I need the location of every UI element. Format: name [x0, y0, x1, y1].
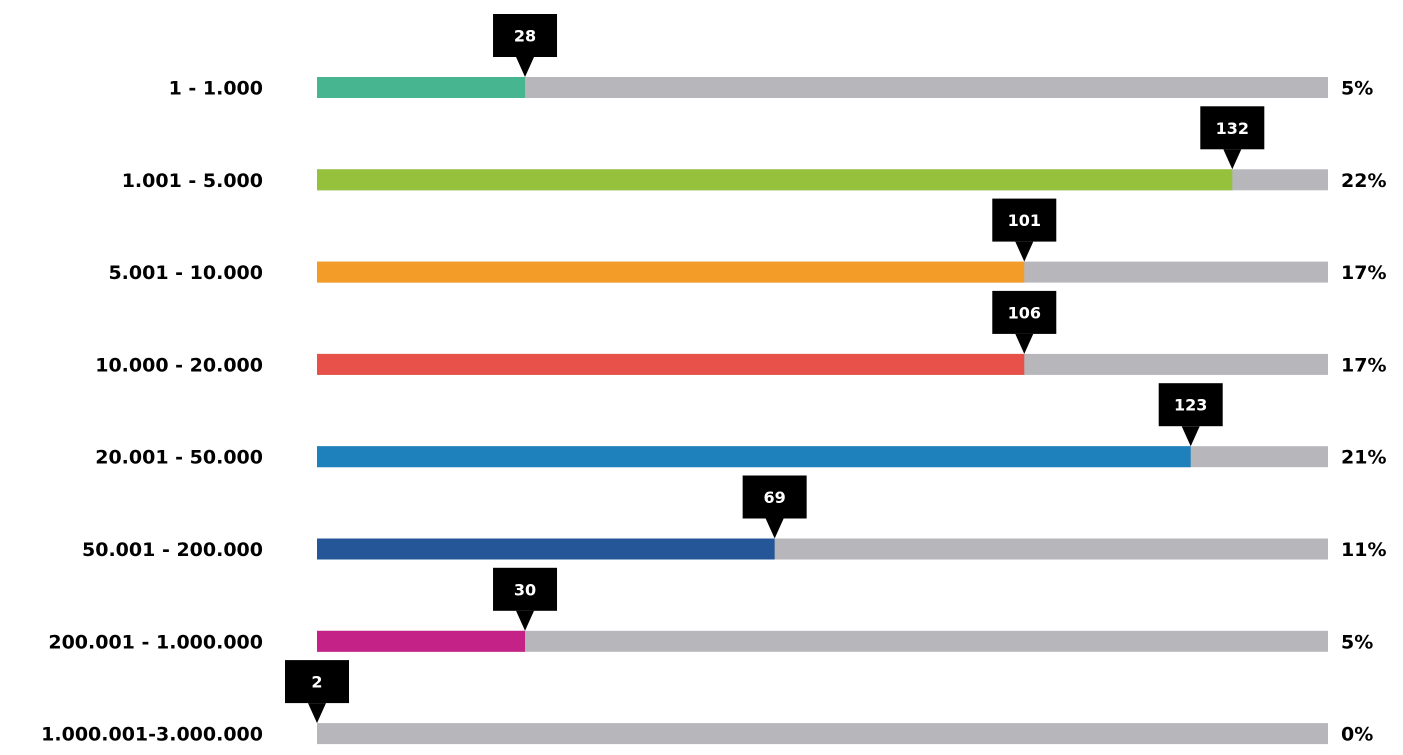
value-callout-box	[1158, 383, 1223, 427]
value-callout-pointer	[765, 518, 784, 539]
bar-fill	[317, 77, 526, 98]
bar-fill	[317, 630, 526, 652]
value-callout-pointer	[1223, 149, 1242, 170]
percent-label: 17%	[1341, 354, 1386, 376]
value-callout-box	[992, 198, 1057, 242]
value-callout-box	[1200, 106, 1265, 150]
percent-label: 0%	[1341, 724, 1373, 746]
value-callout-box	[493, 567, 558, 611]
bar-fill	[317, 446, 1191, 468]
bar-track	[317, 77, 1328, 98]
category-label: 1 - 1.000	[169, 78, 263, 100]
value-label: 69	[764, 488, 786, 507]
value-callout-box	[742, 475, 807, 519]
value-label: 123	[1174, 396, 1207, 415]
percent-label: 17%	[1341, 262, 1386, 284]
category-label: 1.000.001-3.000.000	[41, 724, 263, 746]
bar-fill	[317, 261, 1025, 283]
bar-fill	[317, 353, 1025, 375]
category-label: 50.001 - 200.000	[82, 539, 263, 561]
value-label: 30	[514, 580, 536, 599]
percent-label: 11%	[1341, 539, 1386, 561]
value-callout-pointer	[516, 610, 535, 631]
category-label: 5.001 - 10.000	[108, 262, 263, 284]
value-callout-pointer	[1181, 426, 1200, 447]
percent-label: 22%	[1341, 170, 1386, 192]
value-callout-box	[285, 660, 349, 704]
value-callout-pointer	[1015, 333, 1034, 354]
value-callout-pointer	[516, 57, 535, 77]
category-label: 10.000 - 20.000	[95, 354, 263, 376]
percent-label: 21%	[1341, 447, 1386, 469]
value-callout-box	[992, 290, 1057, 334]
bar-track	[317, 630, 1328, 652]
category-label: 20.001 - 50.000	[95, 447, 263, 469]
value-label: 2	[311, 673, 322, 692]
value-label: 106	[1008, 303, 1041, 322]
category-label: 1.001 - 5.000	[122, 170, 263, 192]
percent-label: 5%	[1341, 78, 1373, 100]
bar-track	[317, 723, 1328, 745]
value-callout-pointer	[1015, 241, 1034, 262]
value-label: 101	[1008, 211, 1041, 230]
value-label: 132	[1216, 119, 1249, 138]
value-label: 28	[514, 27, 536, 46]
value-callout-pointer	[308, 703, 326, 724]
bar-fill	[317, 169, 1233, 191]
bar-fill	[317, 538, 775, 560]
value-callout-box	[493, 14, 558, 57]
percent-label: 5%	[1341, 631, 1373, 653]
category-label: 200.001 - 1.000.000	[48, 631, 263, 653]
